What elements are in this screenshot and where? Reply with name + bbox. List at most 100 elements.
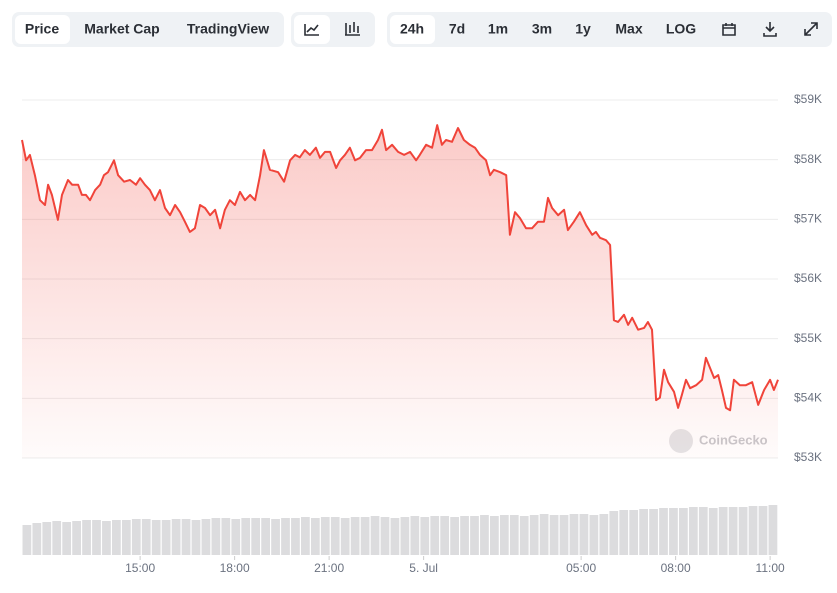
volume-bar — [519, 516, 529, 555]
range[interactable]: 1m — [488, 21, 508, 37]
volume-bar — [499, 515, 509, 555]
toolbar: Price Market Cap TradingView 24h 7d 1m 3… — [12, 12, 832, 47]
volume-bar — [370, 516, 380, 555]
volume-bar — [32, 523, 42, 555]
range[interactable]: 24h — [400, 21, 424, 37]
download-icon[interactable] — [763, 22, 777, 37]
volume-bar — [52, 521, 62, 555]
tab[interactable]: Price — [25, 21, 59, 37]
volume-bar — [42, 522, 52, 555]
y-tick-label: $53K — [794, 450, 822, 464]
x-tick-label: 08:00 — [661, 561, 691, 575]
volume-bar — [639, 509, 648, 555]
volume-bar — [261, 518, 270, 555]
volume-bar — [301, 517, 310, 555]
y-tick-label: $57K — [794, 212, 822, 226]
volume-bar — [400, 517, 410, 555]
volume-bar — [171, 519, 181, 555]
volume-bar — [151, 520, 161, 555]
volume-bar — [490, 516, 499, 555]
volume-bar — [62, 522, 72, 555]
volume-bar — [131, 519, 141, 555]
volume-bar — [619, 510, 629, 555]
volume-bar — [669, 508, 678, 555]
volume-bar — [340, 518, 350, 555]
volume-bar — [72, 521, 81, 555]
volume-bar — [718, 507, 728, 555]
volume-bar — [231, 519, 241, 555]
volume-bar — [659, 508, 668, 555]
volume-bar — [509, 515, 519, 555]
x-tick-label: 05:00 — [566, 561, 596, 575]
volume-bar — [450, 517, 459, 555]
volume-bar — [649, 509, 658, 555]
volume-bar — [330, 517, 340, 555]
active-tab — [15, 15, 70, 44]
volume-bar — [748, 506, 758, 555]
range[interactable]: Max — [615, 21, 642, 37]
tab[interactable]: Market Cap — [84, 21, 159, 37]
range[interactable]: 1y — [575, 21, 591, 37]
volume-bar — [92, 520, 101, 555]
y-tick-label: $55K — [794, 331, 822, 345]
tab-group — [12, 12, 284, 47]
range[interactable]: LOG — [666, 21, 696, 37]
volume-bar — [102, 521, 111, 555]
volume-bar — [758, 506, 768, 555]
volume-bar — [688, 507, 698, 555]
volume-bar — [410, 516, 420, 555]
x-tick-label: 21:00 — [314, 561, 344, 575]
x-tick-label: 15:00 — [125, 561, 155, 575]
volume-bar — [708, 508, 718, 555]
y-tick-label: $59K — [794, 92, 822, 106]
active-range — [390, 15, 435, 44]
volume-bar — [579, 514, 589, 555]
volume-bar — [112, 520, 121, 555]
range[interactable]: 3m — [532, 21, 552, 37]
volume-bar — [559, 515, 569, 555]
volume-bar — [679, 508, 688, 555]
volume-bar — [141, 519, 151, 555]
volume-bar — [609, 511, 619, 555]
volume-bar — [569, 514, 579, 555]
range[interactable]: 7d — [449, 21, 465, 37]
x-tick-label: 11:00 — [756, 561, 785, 575]
volume-bar — [539, 514, 549, 555]
volume-bar — [599, 514, 609, 555]
tab[interactable]: TradingView — [187, 21, 269, 37]
volume-bar — [529, 515, 539, 555]
volume-bar — [320, 517, 330, 555]
volume-bar — [201, 519, 211, 555]
x-tick-label: 18:00 — [220, 561, 250, 575]
price-line — [21, 124, 779, 412]
volume-bar — [549, 515, 559, 555]
volume-bar — [440, 516, 450, 555]
y-tick-label: $56K — [794, 271, 822, 285]
volume-bar — [768, 505, 778, 555]
volume-bar — [241, 518, 251, 555]
volume-bar — [22, 525, 32, 555]
volume-bar — [738, 507, 748, 555]
volume-bar — [728, 507, 738, 555]
range-group — [387, 12, 832, 47]
y-tick-label: $58K — [794, 152, 822, 166]
volume-bar — [221, 518, 231, 555]
volume-bar — [291, 518, 300, 555]
volume-bar — [470, 516, 479, 555]
volume-bar — [350, 517, 360, 555]
price-area — [22, 125, 778, 458]
calendar-icon[interactable] — [722, 23, 736, 36]
volume-bar — [82, 520, 91, 555]
volume-bar — [629, 510, 639, 555]
volume-bar — [211, 518, 221, 555]
candle-icon[interactable] — [345, 22, 360, 36]
volume-bar — [420, 517, 430, 555]
volume-bar — [430, 516, 440, 555]
fullscreen-icon[interactable] — [804, 22, 818, 36]
volume-bar — [310, 518, 320, 555]
volume-bar — [380, 517, 390, 555]
volume-bar — [251, 518, 261, 555]
x-tick-label: 5. Jul — [409, 561, 438, 575]
volume-bar — [480, 515, 489, 555]
